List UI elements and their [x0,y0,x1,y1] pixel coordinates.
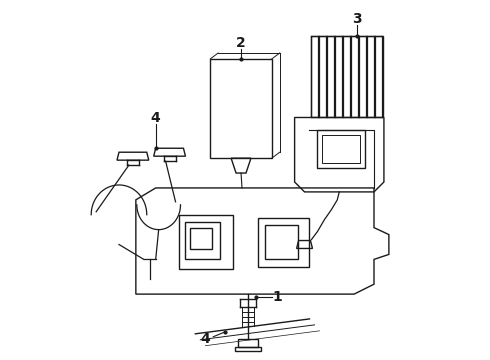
Text: 4: 4 [200,332,210,346]
Bar [178,215,233,269]
Bar [312,36,383,117]
Text: 4: 4 [151,112,161,126]
Bar [322,135,360,163]
Bar [210,59,272,158]
Text: 1: 1 [273,290,283,304]
Text: 2: 2 [236,36,246,50]
Bar [265,225,297,260]
Bar [185,222,220,260]
Bar [258,218,310,267]
Bar [191,228,212,249]
Text: 3: 3 [352,12,362,26]
Bar [318,130,365,168]
